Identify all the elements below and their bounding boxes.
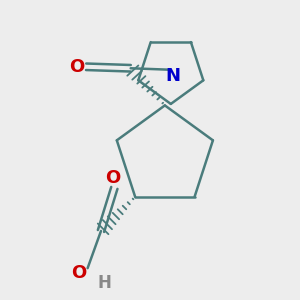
Text: H: H <box>97 274 111 292</box>
Text: N: N <box>166 67 181 85</box>
Text: O: O <box>105 169 121 187</box>
Text: O: O <box>71 264 86 282</box>
Text: O: O <box>69 58 84 76</box>
